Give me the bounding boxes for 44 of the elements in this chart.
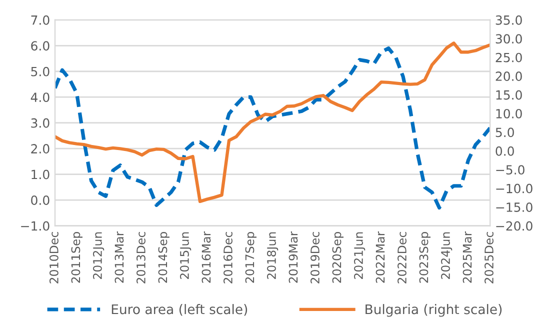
x-tick-label: 2013Mar bbox=[114, 231, 124, 283]
y-tick-label: 6.0 bbox=[31, 41, 50, 51]
x-tick-label: 2015Jun bbox=[180, 232, 192, 279]
x-tick-label: 2024Jun bbox=[441, 232, 452, 279]
y-tick-label: 1.0 bbox=[32, 170, 50, 180]
y-tick-label: 2.0 bbox=[31, 144, 50, 154]
x-tick-label: 2014Sep bbox=[158, 232, 170, 283]
x-tick-label: 2025Mar bbox=[462, 231, 472, 283]
x-tick-label: 2021Jun bbox=[354, 232, 366, 279]
x-tick-label: 2016Dec bbox=[224, 232, 232, 284]
y-tick-label: 5.0 bbox=[31, 66, 50, 76]
y2-tick-label: 10.0 bbox=[496, 108, 522, 118]
y2-tick-label: 20.0 bbox=[496, 72, 522, 81]
y-tick-label: 7.0 bbox=[31, 15, 50, 25]
y2-tick-label: 25.0 bbox=[496, 52, 522, 62]
y-tick-label: 3.0 bbox=[31, 118, 50, 128]
x-tick-label: 2022Dec bbox=[398, 232, 406, 284]
y2-tick-label: 30.0 bbox=[496, 34, 522, 44]
x-tick-label: 2019Mar bbox=[288, 231, 298, 283]
y-tick-label: 0.0 bbox=[31, 196, 50, 205]
x-tick-label: 2011Sep bbox=[71, 232, 82, 283]
y2-tick-label: 5.0 bbox=[496, 128, 514, 138]
y2-tick-label: 35.0 bbox=[496, 15, 522, 25]
y2-tick-label: 0.0 bbox=[496, 146, 514, 156]
x-tick-label: 2013Dec bbox=[136, 232, 146, 284]
legend-label: Euro area (left scale) bbox=[112, 304, 248, 316]
y2-tick-label: 15.0 bbox=[496, 90, 522, 100]
x-tick-label: 2023Sep bbox=[419, 232, 431, 283]
x-tick-label: 2022Mar bbox=[376, 231, 385, 283]
x-tick-label: 2025Dec bbox=[484, 232, 494, 284]
x-tick-label: 2018Jun bbox=[267, 232, 278, 279]
x-tick-label: 2016Mar bbox=[202, 231, 211, 283]
x-tick-label: 2020Sep bbox=[332, 232, 344, 283]
x-tick-label: 2019Dec bbox=[310, 232, 320, 284]
y2-tick-label: −15.0 bbox=[496, 202, 532, 212]
x-tick-label: 2017Sep bbox=[245, 232, 256, 283]
y2-tick-label: −10.0 bbox=[496, 184, 532, 194]
x-tick-label: 2010Dec bbox=[49, 232, 58, 284]
legend-label: Bulgaria (right scale) bbox=[366, 304, 502, 317]
y2-tick-label: −5.0 bbox=[496, 165, 524, 175]
x-tick-label: 2012Jun bbox=[93, 232, 104, 279]
y2-tick-label: −20.0 bbox=[496, 221, 532, 231]
y-tick-label: 4.0 bbox=[30, 92, 50, 102]
y-tick-label: −1.0 bbox=[21, 221, 50, 231]
